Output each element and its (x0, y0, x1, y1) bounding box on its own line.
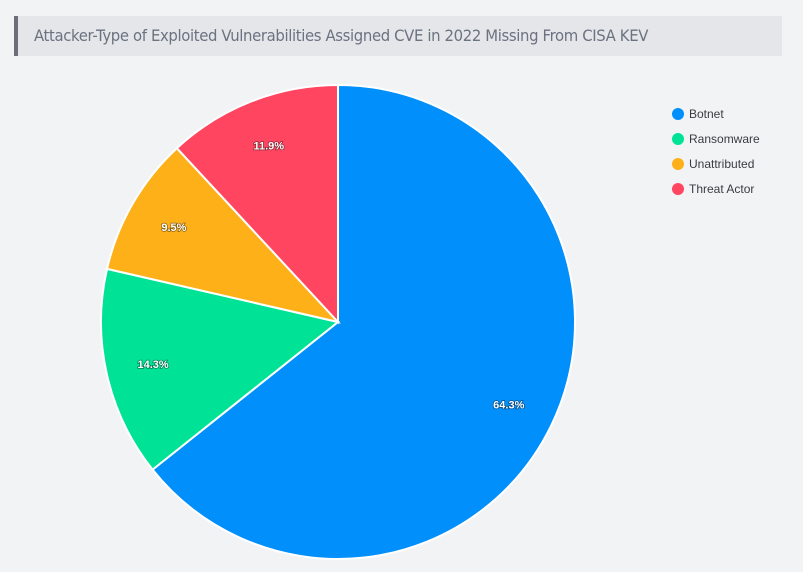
data-label: 11.9% (253, 140, 284, 152)
legend-marker (672, 182, 684, 195)
legend-label: Botnet (689, 106, 724, 121)
legend-label: Ransomware (689, 131, 760, 146)
pie-slice-botnet[interactable] (151, 83, 576, 560)
legend-label: Threat Actor (689, 181, 755, 196)
pie-slice-unattributed[interactable] (105, 146, 341, 324)
pie-slice-threat-actor[interactable] (175, 83, 339, 325)
legend-item-threat-actor[interactable]: Threat Actor (672, 176, 760, 201)
legend-item-unattributed[interactable]: Unattributed (672, 151, 760, 176)
pie-slice-ransomware[interactable] (100, 267, 341, 472)
chart-title: Attacker-Type of Exploited Vulnerabiliti… (34, 26, 649, 45)
data-label: 64.3% (493, 399, 524, 411)
legend-marker (672, 157, 684, 170)
legend: Botnet Ransomware Unattributed Threat Ac… (672, 101, 760, 201)
data-label: 9.5% (161, 222, 186, 234)
legend-marker (672, 107, 684, 120)
legend-marker (672, 132, 684, 145)
legend-label: Unattributed (689, 156, 755, 171)
legend-item-botnet[interactable]: Botnet (672, 101, 760, 126)
data-label: 14.3% (137, 359, 168, 371)
legend-item-ransomware[interactable]: Ransomware (672, 126, 760, 151)
chart-title-bar: Attacker-Type of Exploited Vulnerabiliti… (14, 16, 782, 56)
